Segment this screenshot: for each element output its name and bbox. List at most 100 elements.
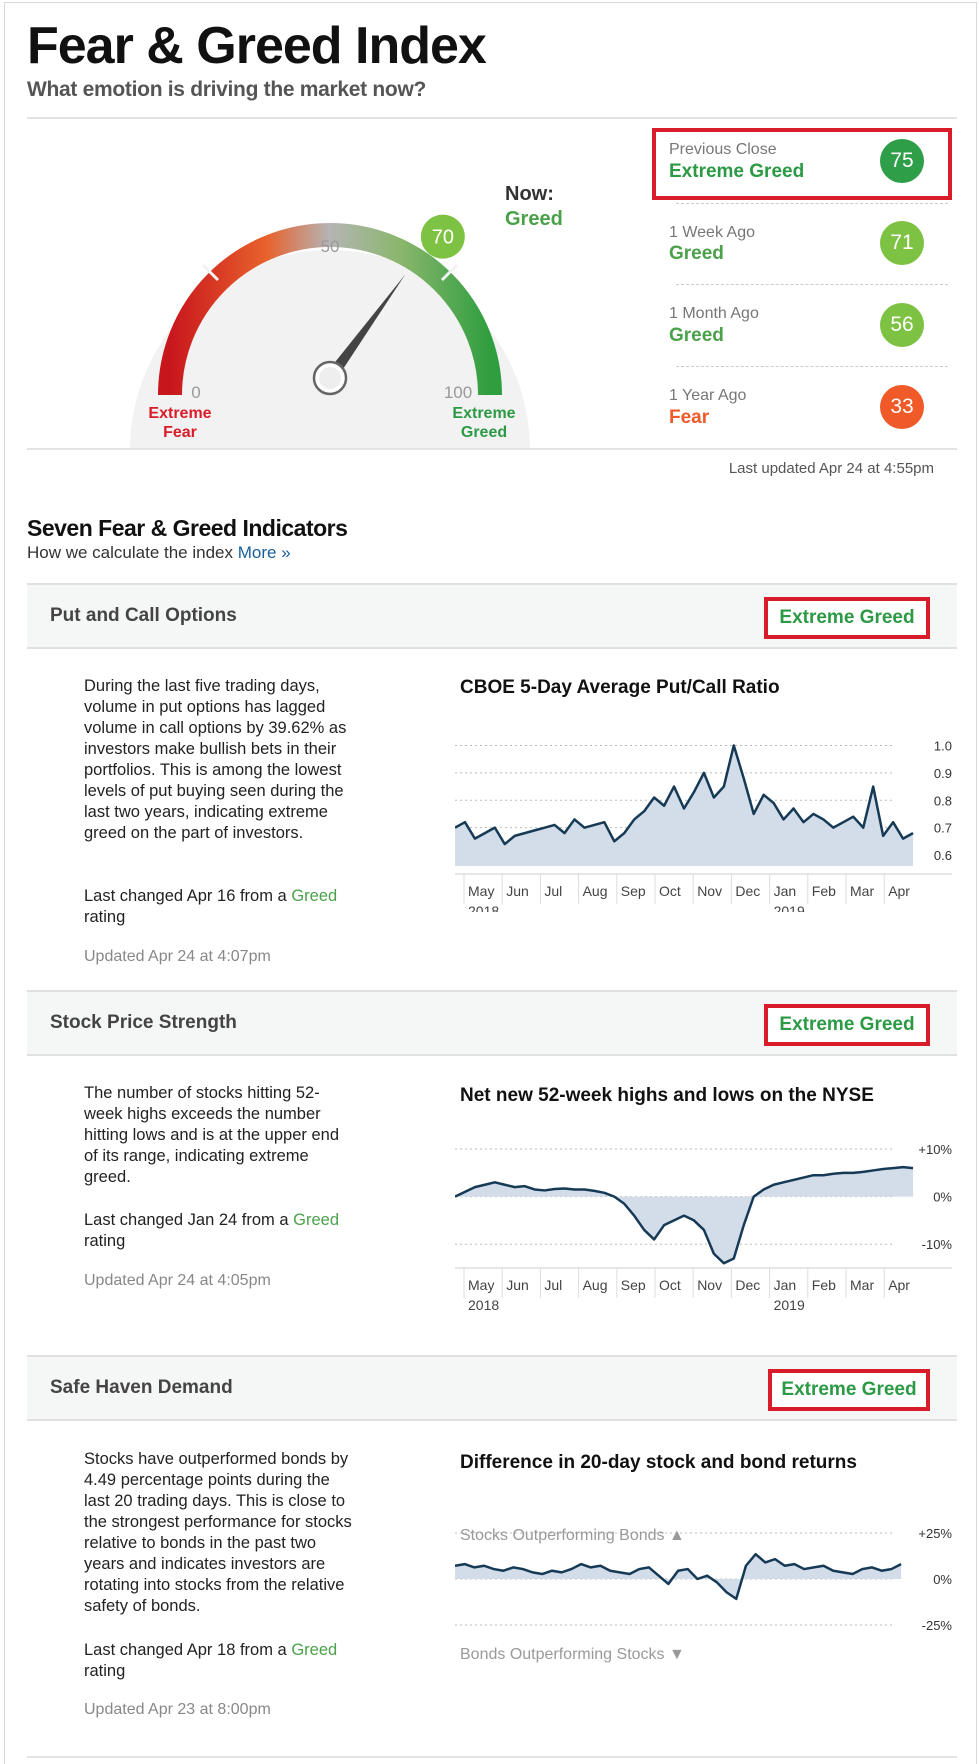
history-label: 1 Year Ago (669, 387, 747, 404)
history-rating: Extreme Greed (669, 161, 805, 182)
x-tick-label: Jul (544, 1277, 562, 1293)
page-title: Fear & Greed Index (27, 17, 487, 75)
gauge-value: 70 (432, 227, 454, 249)
x-tick-label: Oct (659, 883, 681, 899)
chart-title: Difference in 20-day stock and bond retu… (460, 1452, 857, 1473)
history-divider (676, 366, 948, 367)
chart-top-label: Stocks Outperforming Bonds ▲ (460, 1527, 685, 1544)
series-area (455, 1554, 902, 1599)
x-tick-label: Apr (888, 1277, 910, 1293)
x-tick-label: Jan (774, 883, 797, 899)
x-tick-label: May (468, 883, 494, 899)
stock-bond-chart: -25% 0% +25% Stocks Outperforming Bonds ▲ Bo… (455, 1526, 953, 1663)
header-divider (27, 117, 957, 119)
y-tick-label: -10% (922, 1237, 953, 1252)
x-tick-label: Aug (583, 883, 608, 899)
last-changed-suffix: rating (84, 908, 126, 926)
history-label: 1 Week Ago (669, 224, 755, 241)
chart-title: Net new 52-week highs and lows on the NY… (460, 1085, 874, 1106)
indicator-rating: Extreme Greed (768, 1369, 930, 1411)
indicator-header-stock-strength[interactable]: Stock Price Strength Extreme Greed (27, 990, 957, 1056)
history-divider (676, 203, 948, 204)
x-tick-label: Jul (544, 883, 562, 899)
history-rating: Fear (669, 407, 710, 428)
y-tick-label: 1.0 (934, 738, 952, 753)
x-year-label: 2018 (468, 903, 499, 912)
indicator-header-put-call[interactable]: Put and Call Options Extreme Greed (27, 583, 957, 649)
gauge-min-label: 0 (191, 383, 200, 402)
x-tick-label: Jan (774, 1277, 797, 1293)
x-year-label: 2019 (774, 903, 805, 912)
last-updated: Last updated Apr 24 at 4:55pm (728, 460, 934, 477)
history-value-circle: 71 (880, 221, 924, 265)
last-changed-suffix: rating (84, 1662, 126, 1680)
y-tick-label: 0% (933, 1190, 952, 1205)
history-divider (676, 284, 948, 285)
indicator-rating: Extreme Greed (764, 597, 930, 639)
history-value-circle: 75 (880, 139, 924, 183)
x-year-label: 2018 (468, 1297, 499, 1313)
y-tick-label: 0.7 (934, 821, 952, 836)
now-rating: Greed (505, 208, 563, 230)
y-tick-label: 0.9 (934, 766, 952, 781)
x-tick-label: May (468, 1277, 494, 1293)
history-label: 1 Month Ago (669, 305, 759, 322)
x-tick-label: Dec (735, 883, 760, 899)
x-tick-label: Apr (888, 883, 910, 899)
y-tick-label: 0.8 (934, 793, 952, 808)
series-line (455, 1552, 902, 1601)
series-area (455, 745, 914, 866)
x-tick-label: Feb (812, 1277, 836, 1293)
gauge-background (130, 250, 530, 450)
x-tick-label: Aug (583, 1277, 608, 1293)
indicator-updated: Updated Apr 24 at 4:05pm (84, 1272, 271, 1289)
last-changed-prefix: Last changed Jan 24 from a (84, 1211, 289, 1229)
gauge-pivot-inner (319, 367, 341, 389)
x-tick-label: Nov (697, 1277, 722, 1293)
indicator-last-changed: Last changed Jan 24 from a Greed rating (84, 1210, 354, 1252)
gauge-left-label-1: Extreme (148, 405, 211, 422)
series-line (455, 1165, 914, 1265)
more-link[interactable]: More » (237, 543, 291, 562)
last-changed-prefix: Last changed Apr 18 from a (84, 1641, 287, 1659)
gauge-needle (325, 274, 406, 382)
history-rating: Greed (669, 325, 724, 346)
x-tick-label: Mar (850, 883, 874, 899)
x-tick-label: Jun (506, 1277, 529, 1293)
last-changed-rating: Greed (291, 1641, 338, 1659)
indicator-updated: Updated Apr 24 at 4:07pm (84, 948, 271, 965)
x-tick-label: Nov (697, 883, 722, 899)
series-line (455, 744, 914, 846)
history-rating: Greed (669, 243, 724, 264)
put-call-chart: 0.6 0.7 0.8 0.9 1.0 May Jun Jul Aug Sep Oct Nov Dec J… (455, 738, 952, 912)
gauge-arc (158, 223, 502, 396)
x-tick-label: Sep (621, 883, 646, 899)
history-label: Previous Close (669, 141, 777, 158)
indicator-updated: Updated Apr 23 at 8:00pm (84, 1701, 271, 1718)
gauge-left-label-2: Fear (163, 424, 197, 441)
page-bottom-divider (27, 1756, 957, 1758)
last-changed-rating: Greed (291, 887, 338, 905)
history-value-circle: 56 (880, 303, 924, 347)
x-tick-label: Dec (735, 1277, 760, 1293)
x-tick-label: Mar (850, 1277, 874, 1293)
chart-bottom-label: Bonds Outperforming Stocks ▼ (460, 1646, 685, 1663)
x-tick-label: Feb (812, 883, 836, 899)
gauge-max-label: 100 (444, 383, 472, 402)
gauge-divider (27, 448, 957, 450)
indicators-title: Seven Fear & Greed Indicators (27, 515, 348, 541)
previous-close-highlight (652, 128, 952, 200)
indicator-last-changed: Last changed Apr 18 from a Greed rating (84, 1640, 354, 1682)
y-tick-label: -25% (922, 1618, 953, 1633)
last-changed-prefix: Last changed Apr 16 from a (84, 887, 287, 905)
indicator-description: During the last five trading days, volum… (84, 677, 347, 842)
x-tick-label: Oct (659, 1277, 681, 1293)
y-tick-label: +10% (918, 1142, 952, 1157)
x-tick-label: Sep (621, 1277, 646, 1293)
now-label: Now: (505, 183, 554, 205)
gauge-tick (440, 263, 459, 282)
indicator-header-safe-haven[interactable]: Safe Haven Demand Extreme Greed (27, 1355, 957, 1421)
x-tick-label: Jun (506, 883, 529, 899)
indicator-rating: Extreme Greed (764, 1004, 930, 1046)
indicator-description: The number of stocks hitting 52-week hig… (84, 1084, 340, 1186)
